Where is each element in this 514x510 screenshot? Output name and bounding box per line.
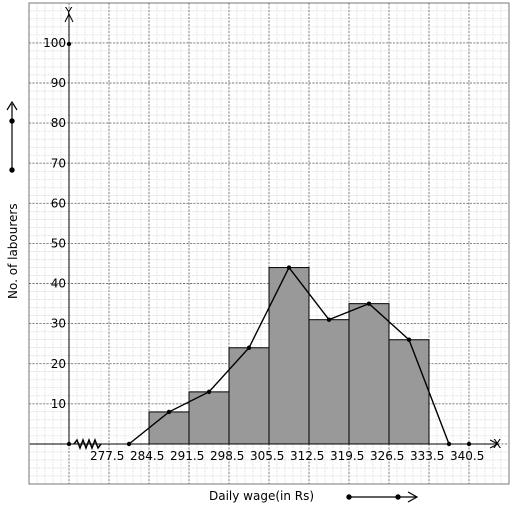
y-tick-label: 90: [51, 76, 66, 90]
x-direction-arrow: [346, 491, 419, 503]
polygon-point: [286, 265, 292, 270]
x-tick-label: 305.5: [250, 449, 284, 463]
histogram-bar: [268, 267, 310, 445]
y-direction-arrow: [6, 100, 18, 173]
polygon-point: [406, 337, 412, 342]
histogram-bar: [388, 339, 430, 445]
y-tick-label: 50: [51, 237, 66, 251]
x-tick-label: 291.5: [170, 449, 204, 463]
histogram-bar: [188, 391, 230, 445]
axis-point: [66, 41, 72, 47]
x-tick-label: 312.5: [290, 449, 324, 463]
histogram-bar: [308, 319, 350, 445]
axis-point: [466, 441, 472, 447]
axis-point: [66, 441, 72, 447]
polygon-point: [246, 345, 252, 350]
y-tick-label: 100: [43, 36, 66, 50]
x-tick-label: 333.5: [410, 449, 444, 463]
axes: [30, 12, 500, 451]
x-tick-label: 326.5: [370, 449, 404, 463]
polygon-point: [366, 301, 372, 306]
y-axis-arrow: [64, 12, 74, 23]
polygon-point: [166, 409, 172, 415]
x-axis-letter: X: [493, 437, 501, 451]
axis-break-zigzag: [73, 437, 102, 451]
tick-labels: 277.5 284.5 291.5 298.5 305.5 312.5 319.5 326.5…: [43, 36, 484, 463]
y-tick-label: 80: [51, 116, 66, 130]
x-axis-title: Daily wage(in Rs): [209, 489, 314, 503]
x-tick-label: 277.5: [90, 449, 124, 463]
y-tick-label: 40: [51, 277, 66, 291]
y-axis-title: No. of labourers: [6, 203, 20, 299]
y-tick-label: 30: [51, 317, 66, 331]
grid-border: [28, 2, 510, 485]
y-tick-label: 70: [51, 156, 66, 170]
polygon-point: [326, 317, 332, 322]
y-tick-label: 20: [51, 357, 66, 371]
histogram-bar: [148, 411, 190, 445]
x-axis-arrow: [489, 439, 500, 449]
histogram-bar: [348, 303, 390, 445]
y-tick-label: 10: [51, 397, 66, 411]
polygon-point: [446, 441, 452, 447]
x-tick-label: 319.5: [330, 449, 364, 463]
x-tick-label: 284.5: [130, 449, 164, 463]
y-tick-label: 60: [51, 196, 66, 210]
polygon-point: [126, 441, 132, 447]
polygon-points: [66, 41, 472, 447]
x-tick-label: 298.5: [210, 449, 244, 463]
bars: [148, 267, 430, 445]
x-tick-label: 340.5: [450, 449, 484, 463]
polygon-point: [206, 389, 212, 395]
y-axis-letter: Y: [64, 5, 73, 19]
